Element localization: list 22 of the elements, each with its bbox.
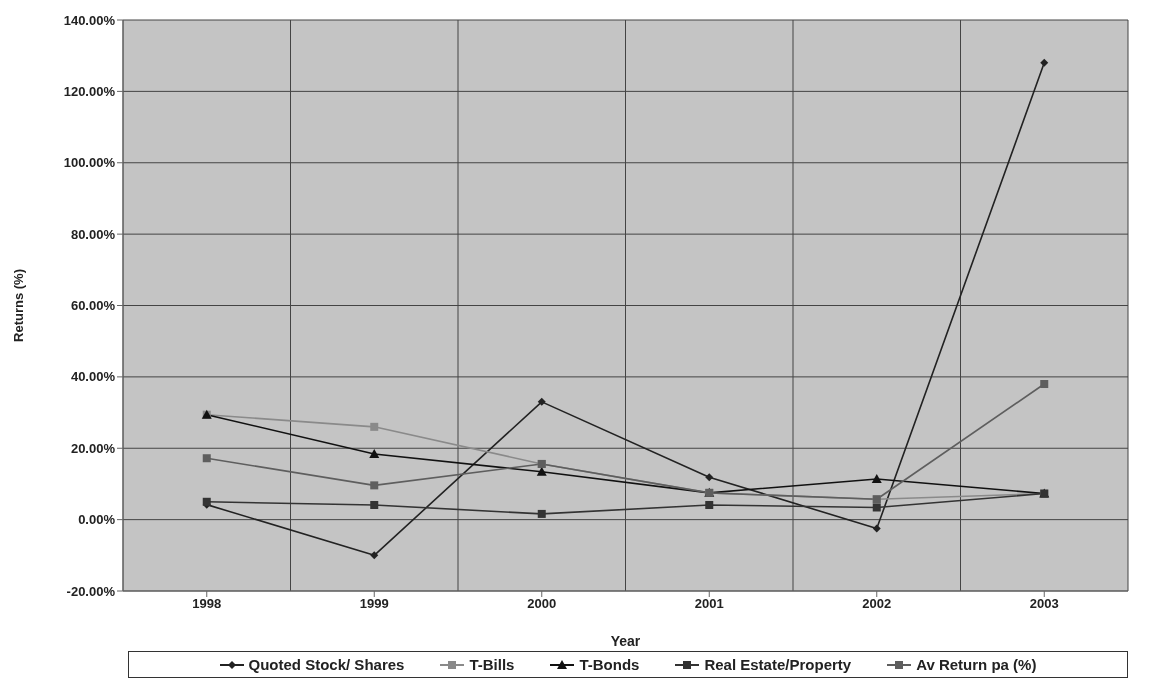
x-axis-title: Year bbox=[610, 633, 641, 649]
y-tick-label: 100.00% bbox=[63, 155, 116, 171]
x-tick-label: 2000 bbox=[527, 596, 557, 612]
legend-label: T-Bills bbox=[468, 656, 515, 673]
y-tick-label: 20.00% bbox=[70, 440, 116, 456]
legend-label: T-Bonds bbox=[578, 656, 640, 673]
y-axis-title: Returns (%) bbox=[10, 269, 26, 342]
x-tick-label: 1999 bbox=[359, 596, 389, 612]
x-tick-label: 2002 bbox=[862, 596, 892, 612]
legend-label: Av Return pa (%) bbox=[915, 656, 1037, 673]
legend-label: Real Estate/Property bbox=[703, 656, 852, 673]
y-tick-label: -20.00% bbox=[66, 583, 116, 599]
y-tick-label: 0.00% bbox=[78, 512, 116, 528]
x-tick-label: 2001 bbox=[694, 596, 724, 612]
y-tick-label: 80.00% bbox=[70, 226, 116, 242]
x-tick-label: 2003 bbox=[1029, 596, 1059, 612]
x-tick-label: 1998 bbox=[192, 596, 222, 612]
y-tick-label: 120.00% bbox=[63, 83, 116, 99]
y-tick-label: 60.00% bbox=[70, 298, 116, 314]
y-tick-label: 140.00% bbox=[63, 12, 116, 28]
y-tick-label: 40.00% bbox=[70, 369, 116, 385]
legend-label: Quoted Stock/ Shares bbox=[247, 656, 405, 673]
